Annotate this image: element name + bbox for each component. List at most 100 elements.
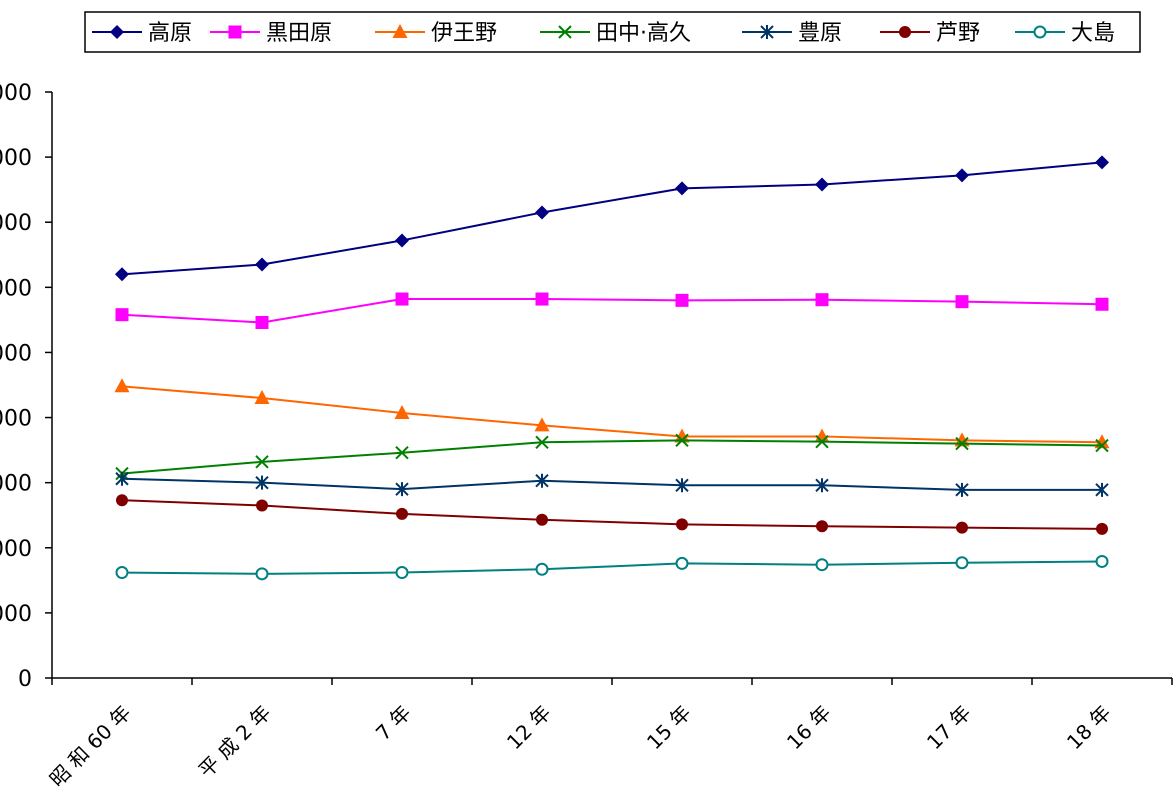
data-point (115, 308, 129, 322)
series-line (121, 560, 1103, 575)
legend: 高原 黒田原 伊王野 田中·高久 豊原 芦野 大島 (84, 11, 1141, 53)
data-point (255, 475, 269, 490)
y-tick-label: 000 (0, 211, 32, 236)
series-2 (114, 378, 1110, 449)
y-tick-label: 000 (0, 407, 32, 432)
data-point (815, 558, 829, 572)
data-point (395, 566, 409, 580)
data-point (816, 520, 828, 533)
data-point (395, 482, 409, 497)
data-point (255, 455, 269, 469)
legend-item: 高原 (92, 21, 192, 46)
legend-marker (760, 25, 774, 39)
legend-marker (110, 25, 124, 39)
data-point (116, 494, 128, 507)
data-point (114, 378, 130, 393)
data-point (255, 257, 269, 272)
series-line (121, 439, 1103, 475)
data-point (1095, 297, 1109, 311)
x-tick-label: 12 年 (502, 701, 556, 755)
data-point (815, 293, 829, 307)
legend-label: 高原 (148, 21, 192, 46)
series-0 (115, 155, 1109, 282)
legend-item: 黒田原 (210, 21, 332, 46)
y-tick-label: 000 (0, 146, 32, 171)
x-tick-label: 15 年 (642, 701, 696, 755)
legend-item: 大島 (1015, 21, 1115, 46)
legend-label: 黒田原 (266, 21, 332, 46)
data-point (534, 417, 550, 432)
data-point (955, 436, 969, 451)
legend-label: 伊王野 (431, 21, 497, 46)
legend-label: 大島 (1071, 21, 1115, 46)
x-tick-label: 昭 和 60 年 (45, 701, 136, 792)
data-point (815, 177, 829, 192)
data-point (535, 292, 549, 306)
legend-label: 豊原 (798, 21, 842, 46)
data-point (675, 293, 689, 307)
data-point (675, 556, 689, 570)
x-tick-label: 18 年 (1062, 701, 1116, 755)
data-point (815, 434, 829, 449)
data-point (675, 181, 689, 196)
data-point (1095, 482, 1109, 497)
data-point (256, 499, 268, 512)
data-point (674, 428, 690, 443)
data-point (115, 471, 129, 486)
data-point (955, 482, 969, 497)
data-point (955, 168, 969, 183)
y-tick-label: 000 (0, 602, 32, 627)
legend-label: 芦野 (936, 21, 980, 46)
series-3 (115, 433, 1109, 481)
legend-item: 田中·高久 (540, 21, 691, 46)
legend-box (84, 11, 1141, 53)
series-line (121, 161, 1103, 276)
x-tick-label: 17 年 (922, 701, 976, 755)
x-axis: 昭 和 60 年平 成 2 年 7 年 12 年 15 年 16 年 17 年 18 年 (45, 677, 1173, 792)
data-point (536, 513, 548, 526)
data-point (255, 315, 269, 329)
y-tick-label: 000 (0, 81, 32, 106)
x-tick-label: 平 成 2 年 (194, 701, 276, 783)
y-tick-label: 000 (0, 472, 32, 497)
series-6 (115, 554, 1109, 581)
data-point (675, 433, 689, 448)
series-5 (116, 494, 1108, 535)
data-point (535, 562, 549, 576)
legend-label: 田中·高久 (596, 21, 691, 46)
data-point (955, 295, 969, 309)
legend-marker (899, 26, 911, 38)
data-point (1095, 438, 1109, 453)
data-point (396, 507, 408, 520)
data-point (115, 267, 129, 282)
data-point (395, 233, 409, 248)
x-tick-label: 7 年 (371, 701, 416, 746)
data-point (115, 566, 129, 580)
legend-marker (392, 24, 408, 38)
series-line (121, 298, 1103, 324)
series-1 (115, 292, 1109, 329)
data-point (675, 478, 689, 493)
y-tick-label: 0 (18, 667, 32, 692)
plot-series (114, 155, 1110, 581)
y-axis: 0000000000000000000000000000 (0, 81, 53, 692)
data-point (254, 390, 270, 405)
data-point (535, 473, 549, 488)
data-point (815, 478, 829, 493)
series-4 (115, 471, 1109, 497)
series-line (121, 499, 1103, 530)
data-point (394, 404, 410, 419)
y-tick-label: 000 (0, 341, 32, 366)
legend-marker (1033, 25, 1047, 39)
data-point (535, 205, 549, 220)
legend-item: 芦野 (880, 21, 980, 46)
data-point (955, 556, 969, 570)
x-tick-label: 16 年 (782, 701, 836, 755)
y-tick-label: 000 (0, 276, 32, 301)
data-point (1095, 155, 1109, 170)
data-point (395, 446, 409, 460)
legend-item: 豊原 (742, 21, 842, 46)
data-point (535, 435, 549, 450)
data-point (956, 521, 968, 534)
